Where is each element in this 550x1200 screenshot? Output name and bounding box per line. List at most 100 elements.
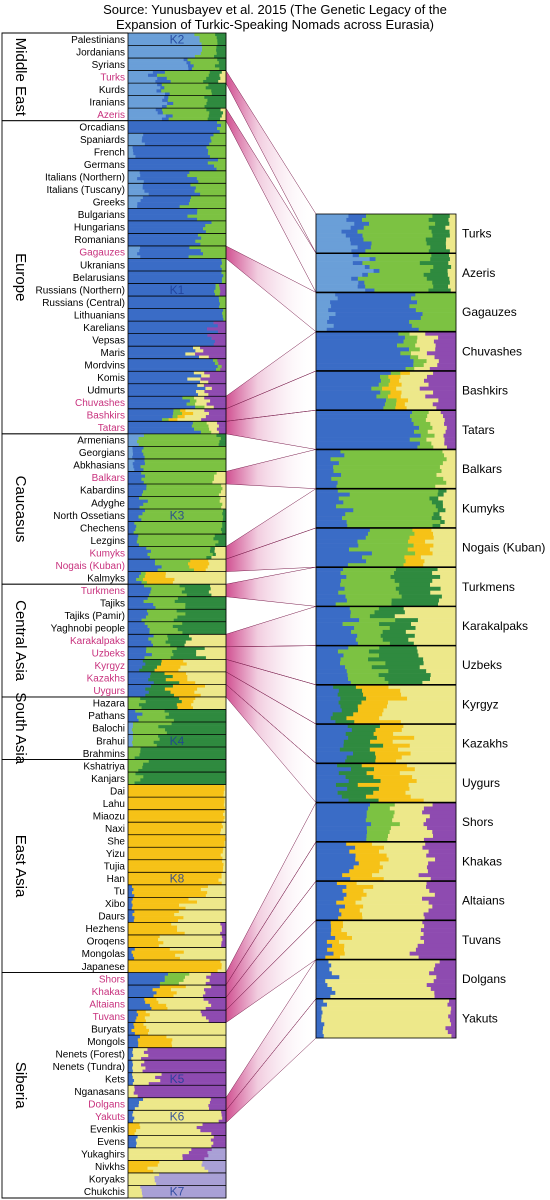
admixture-segment-k6 xyxy=(393,731,457,737)
admixture-segment-k3 xyxy=(379,268,431,274)
admixture-segment-k6 xyxy=(136,1141,214,1146)
admixture-segment-k3 xyxy=(132,743,158,748)
admixture-segment-k6 xyxy=(128,1182,157,1186)
admixture-segment-k6 xyxy=(449,221,457,227)
admixture-segment-k1 xyxy=(128,590,151,594)
admixture-segment-k3 xyxy=(331,476,444,482)
admixture-segment-k4 xyxy=(431,229,450,234)
admixture-segment-k1 xyxy=(128,230,207,234)
admixture-segment-k6 xyxy=(335,990,435,996)
admixture-segment-k3 xyxy=(405,367,415,372)
admixture-segment-k2 xyxy=(128,61,187,65)
admixture-segment-k1 xyxy=(316,747,341,752)
admixture-segment-k4 xyxy=(134,781,227,785)
admixture-segment-k3 xyxy=(221,267,227,272)
admixture-segment-k1 xyxy=(164,92,170,96)
zoom-bar-tuvans xyxy=(316,920,457,960)
main-bar-xibo xyxy=(128,897,227,911)
admixture-segment-k6 xyxy=(321,1018,451,1023)
admixture-segment-k3 xyxy=(357,276,428,281)
admixture-segment-k1 xyxy=(128,552,148,557)
admixture-segment-k1 xyxy=(316,1002,328,1007)
zoom-bar-nogais-kuban xyxy=(316,527,457,568)
main-bar-chechens xyxy=(128,521,227,535)
admixture-segment-k5 xyxy=(426,983,457,988)
admixture-segment-k3 xyxy=(133,721,172,726)
admixture-segment-k3 xyxy=(141,581,148,585)
admixture-segment-k4 xyxy=(181,590,210,594)
admixture-segment-k8 xyxy=(139,1035,167,1039)
admixture-segment-k5 xyxy=(432,904,457,909)
admixture-segment-k1 xyxy=(128,126,218,131)
admixture-segment-k6 xyxy=(382,712,457,717)
population-label-hezhens: Hezhens xyxy=(86,924,125,935)
admixture-segment-k1 xyxy=(128,900,132,904)
main-bar-kumyks xyxy=(128,546,227,560)
admixture-segment-k8 xyxy=(170,690,195,695)
admixture-segment-k3 xyxy=(128,765,143,770)
admixture-segment-k6 xyxy=(221,966,227,970)
admixture-segment-k8 xyxy=(190,559,209,563)
admixture-segment-k7 xyxy=(141,1191,227,1196)
admixture-segment-k1 xyxy=(316,865,354,870)
main-bar-mongols xyxy=(128,1035,227,1048)
admixture-segment-k3 xyxy=(216,167,227,172)
admixture-segment-k6 xyxy=(396,759,457,764)
admixture-segment-k5 xyxy=(435,963,457,968)
population-label-chechens: Chechens xyxy=(80,523,125,534)
admixture-segment-k6 xyxy=(132,1047,148,1052)
admixture-segment-k6 xyxy=(419,665,457,670)
admixture-segment-k3 xyxy=(188,202,227,206)
main-bar-tajiks xyxy=(128,596,227,610)
admixture-segment-k3 xyxy=(128,747,141,751)
admixture-segment-k4 xyxy=(170,656,207,660)
admixture-segment-k1 xyxy=(128,887,134,892)
admixture-segment-k1 xyxy=(128,158,219,162)
admixture-segment-k1 xyxy=(316,523,348,529)
main-bar-maris xyxy=(128,346,227,359)
admixture-segment-k1 xyxy=(316,833,367,839)
main-bar-uzbeks xyxy=(128,646,227,660)
main-bar-armenians xyxy=(128,433,227,447)
admixture-segment-k6 xyxy=(206,421,218,425)
admixture-segment-k6 xyxy=(137,1135,215,1139)
admixture-segment-k5 xyxy=(210,399,227,403)
admixture-segment-k6 xyxy=(223,866,227,870)
admixture-segment-k1 xyxy=(128,471,142,475)
admixture-segment-k5 xyxy=(432,833,457,839)
admixture-segment-k6 xyxy=(224,806,227,810)
admixture-segment-k1 xyxy=(128,286,216,291)
population-label-kumyks: Kumyks xyxy=(89,548,125,559)
admixture-segment-k1 xyxy=(128,261,223,266)
admixture-segment-k5 xyxy=(444,437,457,442)
admixture-segment-k1 xyxy=(128,224,206,228)
admixture-segment-k4 xyxy=(395,618,419,623)
admixture-segment-k1 xyxy=(128,408,174,413)
admixture-segment-k8 xyxy=(128,815,225,820)
admixture-segment-k1 xyxy=(316,449,341,454)
admixture-segment-k1 xyxy=(128,242,201,247)
admixture-segment-k6 xyxy=(331,971,430,976)
admixture-segment-k1 xyxy=(316,633,358,639)
admixture-segment-k1 xyxy=(316,884,347,890)
admixture-segment-k3 xyxy=(343,567,397,572)
population-label-ukranians: Ukranians xyxy=(80,260,125,271)
admixture-segment-k8 xyxy=(331,928,342,933)
admixture-segment-k7 xyxy=(201,1163,227,1167)
admixture-segment-k1 xyxy=(161,117,169,121)
admixture-segment-k8 xyxy=(151,1006,168,1011)
admixture-segment-k4 xyxy=(435,221,450,227)
admixture-segment-k4 xyxy=(214,534,227,538)
main-bar-orcadians xyxy=(128,120,227,134)
admixture-segment-k1 xyxy=(134,468,144,472)
admixture-segment-k3 xyxy=(340,657,369,662)
admixture-segment-k2 xyxy=(316,304,332,309)
admixture-segment-k5 xyxy=(210,1097,227,1102)
admixture-segment-k5 xyxy=(204,988,227,992)
admixture-segment-k1 xyxy=(316,955,326,960)
admixture-segment-k6 xyxy=(382,865,428,870)
admixture-segment-k1 xyxy=(316,559,367,564)
admixture-segment-k6 xyxy=(175,953,227,958)
admixture-segment-k1 xyxy=(327,319,410,325)
